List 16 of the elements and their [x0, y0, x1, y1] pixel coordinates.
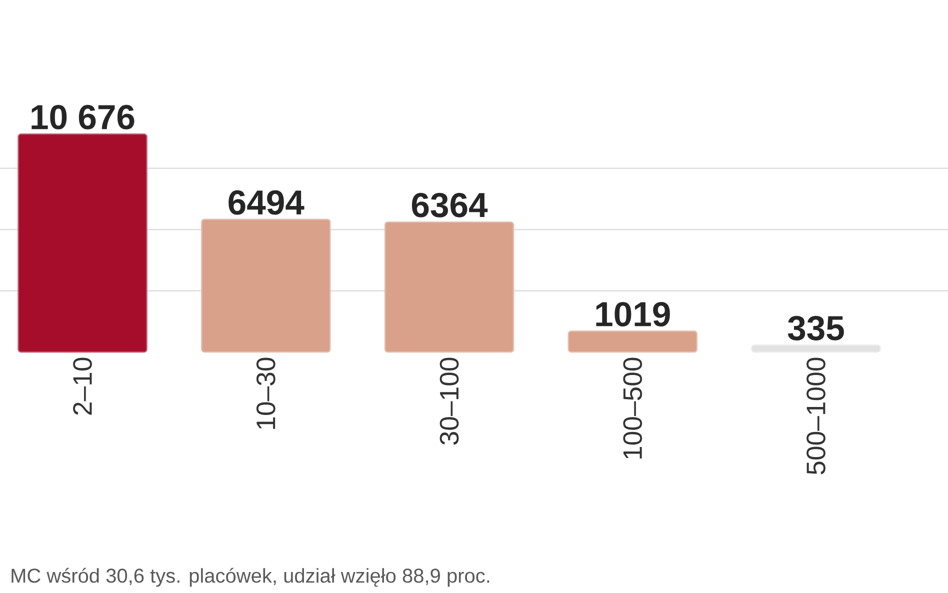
text: MC wśród 30,6 tys. placówek, udział wzięło 88,9 proc. [12, 568, 490, 587]
x-tick-label: 100–500 [623, 358, 642, 458]
bar [751, 344, 881, 353]
data-label: 335 [788, 316, 844, 340]
data-label: 1019 [596, 302, 670, 326]
bar [384, 221, 514, 353]
data-label: 10 676 [32, 104, 134, 130]
x-tick-label: 10–30 [256, 358, 276, 429]
bar [18, 133, 148, 353]
x-tick-label: 30–100 [440, 358, 459, 445]
x-tick-label: 500–1000 [806, 358, 826, 474]
data-label: 6364 [412, 192, 488, 218]
x-tick-label: 2–10 [73, 358, 92, 415]
bar [568, 330, 698, 353]
data-label: 6494 [228, 190, 304, 215]
bar [201, 218, 331, 353]
